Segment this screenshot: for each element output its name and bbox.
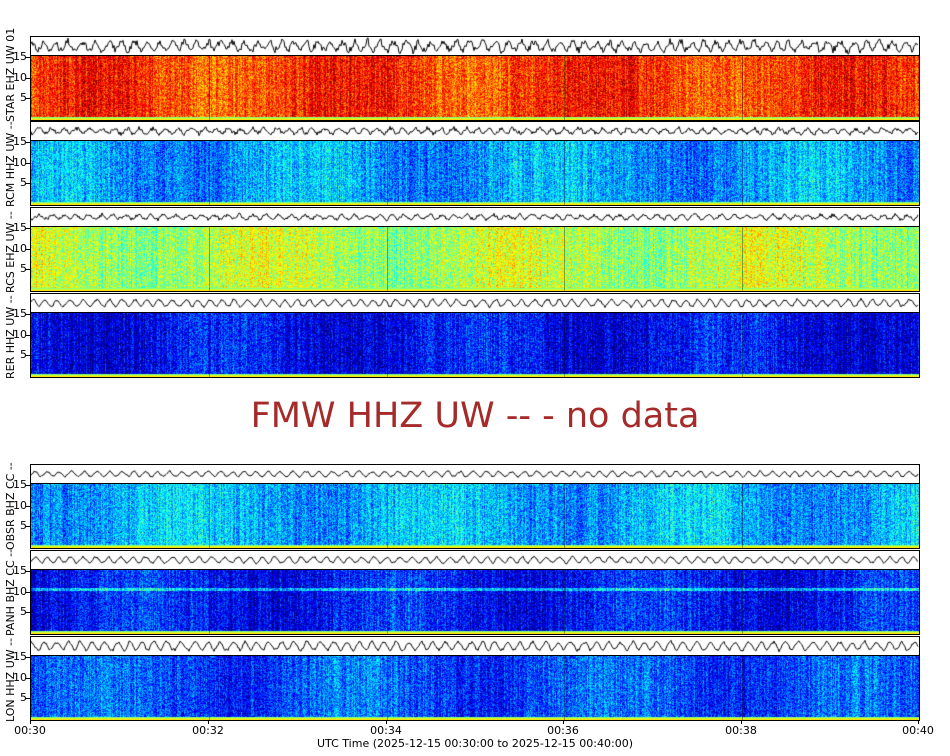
station-panel: 5 10 15 OBSR BHZ CC --: [30, 464, 920, 549]
y-tick-mark: [26, 249, 30, 250]
station-panel: 5 10 15 STAR EHZ UW 01: [30, 36, 920, 121]
gridline: [209, 656, 210, 720]
x-tick-mark: [918, 720, 919, 724]
y-tick-mark: [26, 657, 30, 658]
no-data-message: FMW HHZ UW -- - no data: [0, 396, 950, 436]
station-label: LON HHZ UW --: [4, 638, 17, 722]
spectrogram: [30, 226, 920, 292]
gridline: [387, 227, 388, 291]
waveform-trace: [30, 550, 920, 570]
y-tick-mark: [26, 678, 30, 679]
station-label: OBSR BHZ CC --: [4, 462, 17, 550]
x-tick-mark: [741, 720, 742, 724]
spectrogram: [30, 569, 920, 635]
x-tick-label: 00:40: [902, 724, 934, 737]
gridline: [564, 227, 565, 291]
spectrogram: [30, 55, 920, 121]
gridline: [564, 484, 565, 548]
y-tick-mark: [26, 698, 30, 699]
gridline: [564, 141, 565, 205]
waveform-trace: [30, 636, 920, 656]
y-tick-mark: [26, 335, 30, 336]
waveform-trace: [30, 121, 920, 141]
gridline: [564, 656, 565, 720]
station-panel: 5 10 15 PANH BHZ CC --: [30, 550, 920, 635]
station-panel: 5 10 15 RCS EHZ UW --: [30, 207, 920, 292]
gridline: [387, 484, 388, 548]
gridline: [387, 570, 388, 634]
gridline: [742, 570, 743, 634]
gridline: [209, 313, 210, 377]
y-tick-mark: [26, 571, 30, 572]
y-tick-mark: [26, 163, 30, 164]
gridline: [209, 570, 210, 634]
gridline: [387, 56, 388, 120]
spectrogram: [30, 312, 920, 378]
gridline: [209, 227, 210, 291]
gridline: [742, 56, 743, 120]
x-tick-label: 00:30: [14, 724, 46, 737]
y-tick-mark: [26, 592, 30, 593]
gridline: [564, 570, 565, 634]
x-axis-label: UTC Time (2025-12-15 00:30:00 to 2025-12…: [0, 737, 950, 750]
station-label: RER HHZ UW --: [4, 295, 17, 379]
station-panel: 5 10 15 RCM HHZ UW --: [30, 121, 920, 206]
y-tick-mark: [26, 526, 30, 527]
x-tick-mark: [208, 720, 209, 724]
gridline: [209, 141, 210, 205]
gridline: [742, 141, 743, 205]
waveform-trace: [30, 36, 920, 56]
gridline: [387, 656, 388, 720]
y-tick-mark: [26, 98, 30, 99]
spectrogram: [30, 483, 920, 549]
gridline: [742, 227, 743, 291]
gridline: [742, 313, 743, 377]
gridline: [209, 484, 210, 548]
y-tick-mark: [26, 355, 30, 356]
gridline: [387, 141, 388, 205]
spectrogram: [30, 140, 920, 206]
gridline: [742, 484, 743, 548]
y-tick-mark: [26, 314, 30, 315]
y-tick-mark: [26, 78, 30, 79]
y-tick-mark: [26, 506, 30, 507]
gridline: [387, 313, 388, 377]
x-tick-mark: [386, 720, 387, 724]
waveform-trace: [30, 464, 920, 484]
x-tick-label: 00:36: [547, 724, 579, 737]
y-tick-mark: [26, 57, 30, 58]
station-panel: 5 10 15 RER HHZ UW --: [30, 293, 920, 378]
gridline: [209, 56, 210, 120]
x-tick-label: 00:32: [192, 724, 224, 737]
y-tick-mark: [26, 612, 30, 613]
gridline: [742, 656, 743, 720]
y-tick-mark: [26, 269, 30, 270]
y-tick-mark: [26, 142, 30, 143]
x-tick-label: 00:34: [370, 724, 402, 737]
y-tick-mark: [26, 183, 30, 184]
station-label: RCS EHZ UW --: [4, 211, 17, 293]
spectrogram: [30, 655, 920, 721]
y-tick-mark: [26, 228, 30, 229]
station-label: STAR EHZ UW 01: [4, 28, 17, 122]
x-tick-mark: [30, 720, 31, 724]
y-tick-mark: [26, 485, 30, 486]
x-tick-mark: [563, 720, 564, 724]
station-label: RCM HHZ UW --: [4, 121, 17, 207]
station-label: PANH BHZ CC --: [4, 549, 17, 636]
waveform-trace: [30, 207, 920, 227]
x-tick-label: 00:38: [725, 724, 757, 737]
waveform-trace: [30, 293, 920, 313]
gridline: [564, 56, 565, 120]
gridline: [564, 313, 565, 377]
station-panel: 5 10 15 LON HHZ UW --: [30, 636, 920, 721]
